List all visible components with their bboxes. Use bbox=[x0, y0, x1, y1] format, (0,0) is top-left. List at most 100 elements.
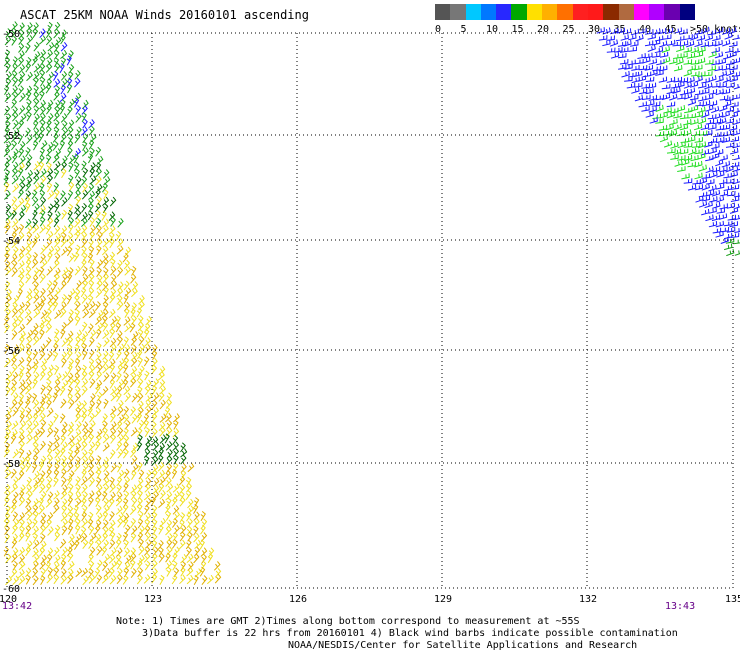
wind-barb bbox=[118, 218, 123, 227]
wind-barb bbox=[54, 161, 60, 170]
wind-barb bbox=[104, 399, 108, 408]
wind-barb bbox=[602, 40, 610, 46]
wind-barb bbox=[102, 282, 107, 291]
wind-barb bbox=[76, 127, 81, 136]
wind-barb bbox=[124, 302, 129, 311]
wind-barb bbox=[12, 548, 18, 557]
wind-barb bbox=[132, 282, 138, 291]
wind-barb bbox=[735, 249, 740, 256]
wind-barb bbox=[734, 154, 740, 160]
wind-barb bbox=[62, 156, 68, 165]
wind-barb bbox=[674, 28, 682, 34]
wind-barb bbox=[179, 540, 185, 549]
wind-barb bbox=[33, 71, 39, 80]
wind-barb bbox=[25, 191, 30, 200]
wind-barb bbox=[96, 147, 101, 156]
wind-barb bbox=[725, 96, 733, 101]
wind-barb bbox=[627, 83, 635, 88]
wind-barb bbox=[74, 205, 79, 214]
wind-barb bbox=[47, 351, 52, 360]
wind-barb bbox=[27, 72, 33, 81]
wind-barb bbox=[687, 53, 695, 58]
wind-barb bbox=[76, 457, 81, 466]
wind-barb bbox=[97, 280, 103, 289]
wind-barb bbox=[60, 191, 65, 200]
wind-barb bbox=[97, 560, 102, 569]
wind-barb bbox=[104, 554, 110, 563]
wind-barb bbox=[139, 511, 144, 520]
wind-barb bbox=[46, 483, 51, 492]
wind-barb bbox=[638, 28, 646, 33]
wind-barb bbox=[82, 371, 87, 380]
wind-barb bbox=[62, 547, 68, 556]
wind-barb bbox=[53, 141, 58, 150]
wind-barb bbox=[720, 95, 728, 100]
wind-barb bbox=[130, 506, 136, 515]
wind-barb bbox=[673, 149, 681, 155]
wind-barb bbox=[181, 443, 186, 452]
wind-barb bbox=[13, 183, 19, 192]
wind-barb bbox=[75, 443, 81, 452]
wind-barb bbox=[118, 470, 124, 479]
wind-barb bbox=[47, 574, 53, 583]
wind-barb bbox=[146, 316, 152, 325]
wind-barb bbox=[96, 371, 101, 380]
wind-barb bbox=[166, 393, 171, 402]
time-right: 13:43 bbox=[665, 601, 695, 612]
wind-barb bbox=[89, 413, 94, 422]
wind-barb bbox=[125, 323, 131, 332]
wind-barb bbox=[160, 435, 166, 444]
wind-barb bbox=[667, 77, 675, 83]
wind-barb bbox=[26, 240, 32, 249]
wind-barb bbox=[67, 317, 73, 326]
wind-barb bbox=[694, 124, 702, 130]
wind-barb bbox=[110, 379, 114, 388]
wind-barb bbox=[89, 338, 94, 347]
wind-barb bbox=[54, 498, 60, 507]
wind-barb bbox=[60, 50, 66, 59]
wind-barb bbox=[188, 463, 194, 472]
lon-tick-label: 135 bbox=[725, 594, 740, 605]
wind-barb bbox=[698, 117, 706, 124]
note-line-1: Note: 1) Times are GMT 2)Times along bot… bbox=[116, 616, 678, 628]
wind-barb bbox=[669, 58, 677, 64]
wind-barb bbox=[6, 554, 11, 563]
notes-block: Note: 1) Times are GMT 2)Times along bot… bbox=[116, 616, 678, 652]
wind-barb bbox=[705, 155, 713, 161]
wind-barb bbox=[13, 407, 18, 416]
wind-barb bbox=[83, 576, 89, 585]
wind-barb bbox=[48, 567, 52, 576]
wind-barb bbox=[47, 386, 52, 395]
wind-barb bbox=[685, 34, 693, 39]
wind-barb bbox=[88, 407, 92, 416]
wind-barb bbox=[26, 408, 31, 417]
wind-barb bbox=[104, 338, 110, 347]
wind-barb bbox=[711, 143, 719, 149]
wind-barb bbox=[132, 393, 137, 402]
wind-barb bbox=[138, 379, 143, 388]
wind-barb bbox=[123, 575, 128, 584]
wind-barb bbox=[684, 107, 692, 112]
wind-barb bbox=[41, 197, 46, 206]
wind-barb bbox=[53, 71, 57, 80]
wind-barb bbox=[159, 366, 165, 375]
wind-barb bbox=[660, 135, 668, 142]
wind-barb bbox=[669, 119, 677, 125]
wind-barb bbox=[68, 190, 72, 199]
wind-barb bbox=[83, 540, 88, 549]
wind-barb bbox=[13, 449, 19, 458]
lat-lon-grid bbox=[7, 33, 733, 588]
wind-barb bbox=[26, 44, 31, 53]
wind-barb bbox=[76, 280, 81, 289]
wind-barb bbox=[109, 309, 115, 318]
wind-barb bbox=[62, 372, 68, 381]
wind-barb bbox=[96, 168, 102, 177]
wind-barb bbox=[89, 267, 95, 276]
wind-barb bbox=[89, 477, 94, 486]
wind-barb bbox=[646, 100, 654, 106]
wind-barb bbox=[144, 323, 149, 332]
wind-barb bbox=[54, 268, 60, 277]
note-line-2: 3)Data buffer is 22 hrs from 20160101 4)… bbox=[142, 628, 678, 640]
wind-barb bbox=[621, 34, 629, 40]
wind-barb bbox=[152, 456, 158, 465]
